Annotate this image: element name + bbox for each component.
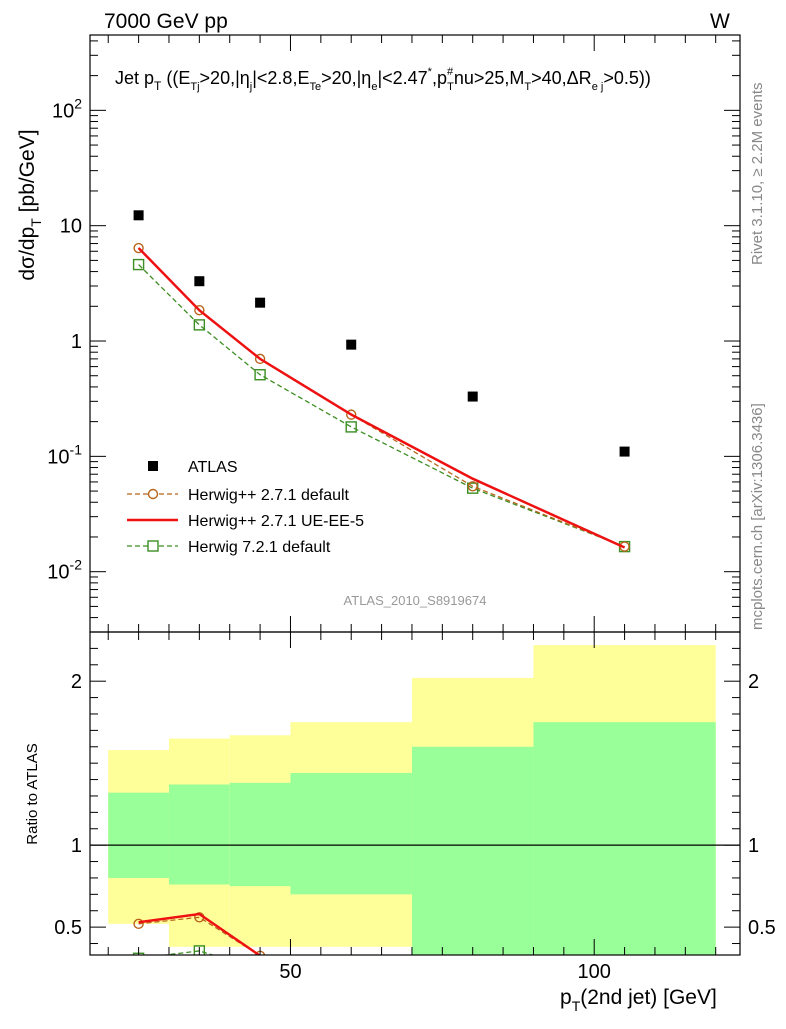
data-point — [346, 409, 357, 420]
y-tick-label-right: 1 — [748, 835, 759, 857]
header-right: W — [710, 10, 730, 33]
data-point — [254, 353, 266, 365]
data-point — [133, 210, 144, 221]
uncertainty-bands — [108, 645, 716, 955]
legend-label: Herwig++ 2.7.1 UE-EE-5 — [188, 513, 364, 530]
band-green — [229, 782, 291, 887]
data-point — [193, 319, 206, 331]
legend-marker — [147, 488, 159, 500]
ratio-panel: 0.5 0.5 1 1 2 2 50 100 — [54, 631, 776, 983]
legend-marker — [148, 461, 158, 471]
series-3 — [132, 258, 631, 553]
y-tick-label: 10 — [60, 216, 82, 238]
data-point — [619, 446, 630, 457]
series-line — [138, 912, 261, 955]
data-point — [194, 305, 205, 316]
band-green — [168, 784, 230, 885]
y-tick-label: 0.5 — [54, 917, 82, 939]
band-green — [411, 746, 534, 955]
data-point — [346, 339, 357, 350]
header-left: 7000 GeV pp — [104, 10, 228, 33]
legend-label: ATLAS — [188, 459, 238, 476]
legend-marker — [147, 540, 159, 552]
y-tick-label: 1 — [71, 835, 82, 857]
data-point — [133, 242, 144, 254]
mcplots-label: mcplots.cern.ch [arXiv:1306.3436] — [749, 403, 766, 630]
y-tick-label: 1 — [71, 331, 82, 353]
data-point — [345, 421, 357, 433]
data-point — [467, 391, 478, 402]
data-point — [133, 918, 144, 930]
ratio-ylabel: Ratio to ATLAS — [24, 743, 41, 844]
series-line — [138, 916, 261, 955]
y-tick-label-right: 2 — [748, 671, 759, 693]
series-line — [137, 247, 626, 549]
band-green — [533, 722, 716, 955]
ratio-frame — [89, 631, 741, 956]
series-1 — [138, 912, 261, 955]
x-tick-label: 50 — [279, 961, 301, 983]
x-tick-label: 100 — [578, 961, 611, 983]
main-title: Jet pT ((ETj>20,|ηj|<2.8,ETe>20,|ηe|<2.4… — [115, 66, 651, 93]
y-tick-label: 2 — [71, 671, 82, 693]
band-green — [108, 792, 169, 878]
y-tick-label: 102 — [52, 95, 82, 122]
data-point — [255, 297, 266, 308]
ratio-xlabel: pT(2nd jet) [GeV] — [560, 986, 717, 1014]
data-point — [193, 945, 206, 955]
series-1 — [133, 242, 630, 552]
rivet-label: Rivet 3.1.10, ≥ 2.2M events — [749, 83, 766, 266]
y-tick-label-right: 0.5 — [748, 917, 776, 939]
series-2 — [137, 247, 626, 549]
data-point — [254, 369, 266, 381]
series-0 — [133, 210, 630, 457]
data-point — [132, 258, 145, 271]
main-ylabel: dσ/dpT [pb/GeV] — [16, 129, 44, 280]
data-point — [255, 965, 265, 975]
data-point — [194, 276, 205, 287]
series-line — [138, 264, 625, 548]
legend: ATLAS Herwig++ 2.7.1 default Herwig++ 2.7.… — [127, 459, 364, 556]
data-point — [467, 481, 478, 492]
watermark: ATLAS_2010_S8919674 — [344, 593, 487, 608]
legend-label: Herwig 7.2.1 default — [188, 539, 331, 556]
y-tick-label: 10-2 — [47, 557, 82, 584]
band-green — [290, 773, 412, 895]
legend-label: Herwig++ 2.7.1 default — [188, 487, 350, 504]
y-tick-label: 10-1 — [47, 441, 82, 468]
